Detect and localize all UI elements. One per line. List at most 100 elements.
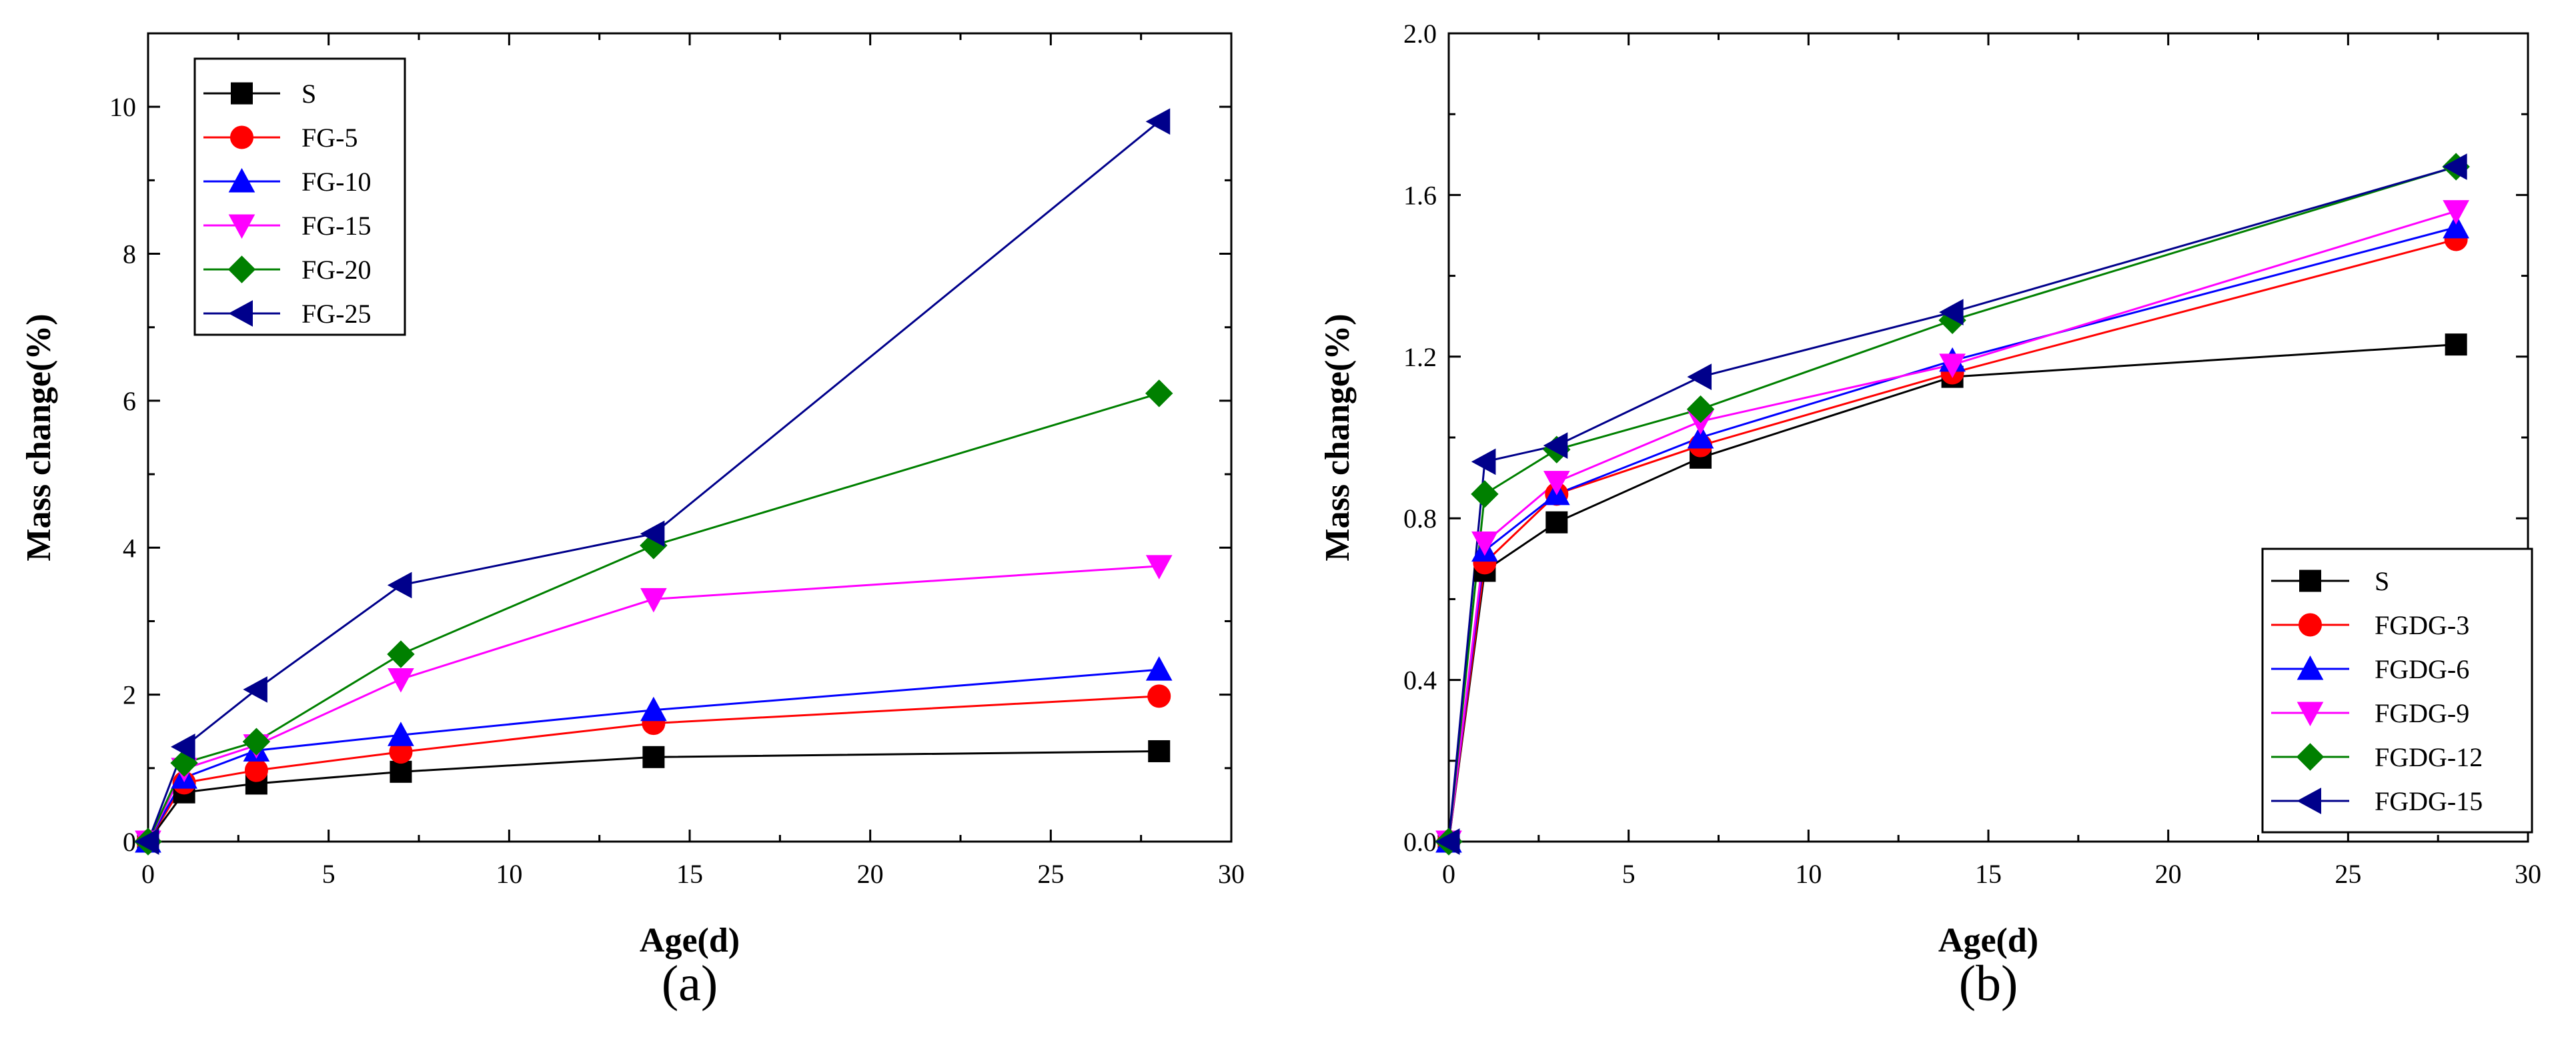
data-point-s	[1545, 511, 1568, 534]
legend-marker	[2297, 788, 2321, 814]
x-tick-label: 25	[1037, 859, 1064, 889]
legend-item: FGDG-12	[2271, 742, 2483, 772]
data-point-fgdg-6	[1687, 423, 1714, 449]
x-tick-label: 15	[676, 859, 703, 889]
data-point-fgdg-15	[1471, 448, 1496, 475]
data-point-fg-10	[388, 722, 414, 746]
data-point-fg-20	[242, 728, 271, 756]
data-point-fgdg-15	[2443, 153, 2467, 180]
legend-item: FG-10	[203, 167, 371, 197]
panel-label: (b)	[1959, 956, 2018, 1012]
legend-box	[193, 57, 406, 336]
series-line-fgdg-9	[1447, 210, 2457, 842]
data-point-fgdg-15	[1687, 363, 1712, 390]
data-point-fgdg-9	[1939, 353, 1966, 378]
legend-item: FG-25	[203, 299, 371, 329]
legend-marker	[228, 167, 255, 193]
legend-marker	[227, 255, 256, 283]
data-point-fgdg-6	[2443, 213, 2469, 239]
data-point-fgdg-15	[1543, 432, 1568, 459]
y-tick-label: 1.6	[1403, 180, 1437, 210]
y-tick-label: 1.2	[1403, 342, 1437, 372]
legend-item: FGDG-6	[2271, 654, 2469, 684]
legend-marker	[2299, 570, 2321, 592]
legend-item: S	[203, 79, 316, 109]
data-point-s	[2445, 333, 2467, 356]
legend-label: FGDG-6	[2375, 654, 2469, 684]
data-point-fg-10	[640, 696, 667, 722]
y-tick-label: 0	[123, 827, 136, 857]
legend-marker	[228, 214, 255, 239]
y-tick-label: 6	[123, 386, 136, 416]
legend-label: FGDG-15	[2375, 786, 2483, 816]
legend-marker	[230, 125, 253, 149]
legend-item: FGDG-9	[2271, 698, 2469, 728]
data-point-fg-25	[171, 734, 195, 760]
legend-item: FG-20	[203, 255, 371, 285]
data-point-fgdg-9	[2443, 200, 2469, 225]
data-point-fg-20	[1145, 379, 1173, 407]
data-point-fgdg-12	[1471, 480, 1499, 508]
x-tick-label: 30	[1218, 859, 1245, 889]
legend: S FG-5 FG-10 FG-15 FG-20 FG-25	[193, 57, 406, 336]
y-tick-label: 0.4	[1403, 666, 1437, 696]
legend-item: FG-15	[203, 211, 371, 241]
legend-item: S	[2271, 566, 2389, 596]
data-point-fg-15	[1145, 555, 1173, 580]
legend-marker	[231, 82, 253, 105]
data-point-fgdg-12	[1686, 395, 1715, 423]
data-point-fg-20	[387, 640, 415, 668]
series-line-fg-20	[147, 392, 1160, 842]
legend-marker	[2296, 743, 2325, 771]
legend-marker	[2299, 613, 2322, 637]
data-point-fg-15	[388, 668, 414, 693]
data-point-s	[642, 746, 665, 768]
series-line-fgdg-3	[1447, 238, 2457, 842]
legend-label: FG-10	[301, 167, 371, 197]
legend-label: FGDG-12	[2375, 742, 2483, 772]
data-point-fgdg-9	[1471, 532, 1498, 556]
chart-b: 0 5 10 15 20 25 30 0.0 0.4 0.8 1.2 1.6 2.0 Age(d) Mass…	[1319, 19, 2541, 1012]
x-tick-label: 10	[496, 859, 522, 889]
x-tick-label: 20	[857, 859, 884, 889]
data-point-fg-5	[1147, 684, 1171, 708]
x-tick-label: 0	[1442, 859, 1455, 889]
y-tick-label: 10	[109, 92, 136, 122]
data-point-fg-10	[1145, 656, 1173, 681]
x-tick-label: 20	[2155, 859, 2182, 889]
data-point-fg-15	[640, 588, 667, 613]
legend-label: S	[301, 79, 316, 109]
legend: S FGDG-3 FGDG-6 FGDG-9 FGDG-12 FGDG-15	[2261, 548, 2533, 834]
y-axis-title: Mass change(%)	[20, 313, 58, 561]
y-tick-label: 0.8	[1403, 503, 1437, 534]
chart-a: 0 5 10 15 20 25 30 0 2 4 6 8 10 Age(d) Mass change(%) (…	[20, 32, 1245, 1012]
y-tick-label: 8	[123, 239, 136, 269]
x-tick-label: 30	[2515, 859, 2541, 889]
legend-item: FGDG-3	[2271, 610, 2469, 640]
x-tick-label: 10	[1795, 859, 1822, 889]
legend-item: FGDG-15	[2271, 786, 2483, 816]
legend-label: FGDG-9	[2375, 698, 2469, 728]
data-point-fg-25	[134, 828, 159, 855]
legend-label: S	[2375, 566, 2389, 596]
x-tick-label: 0	[141, 859, 155, 889]
x-tick-label: 5	[1622, 859, 1636, 889]
x-tick-label: 15	[1975, 859, 2002, 889]
data-point-fg-25	[387, 572, 412, 599]
legend-marker	[228, 300, 253, 327]
panel-label: (a)	[662, 956, 718, 1012]
x-axis-title: Age(d)	[1938, 922, 2038, 960]
series-line-fgdg-15	[1447, 165, 2457, 842]
data-point-fg-25	[243, 676, 267, 703]
y-tick-label: 2.0	[1403, 19, 1437, 49]
y-tick-label: 2	[123, 680, 136, 710]
data-point-fgdg-15	[1939, 299, 1964, 325]
data-point-s	[390, 760, 412, 783]
legend-label: FG-25	[301, 299, 371, 329]
legend-label: FG-20	[301, 255, 371, 285]
data-point-fgdg-9	[1543, 471, 1570, 495]
y-tick-label: 4	[123, 533, 136, 563]
data-point-fg-5	[244, 758, 268, 782]
